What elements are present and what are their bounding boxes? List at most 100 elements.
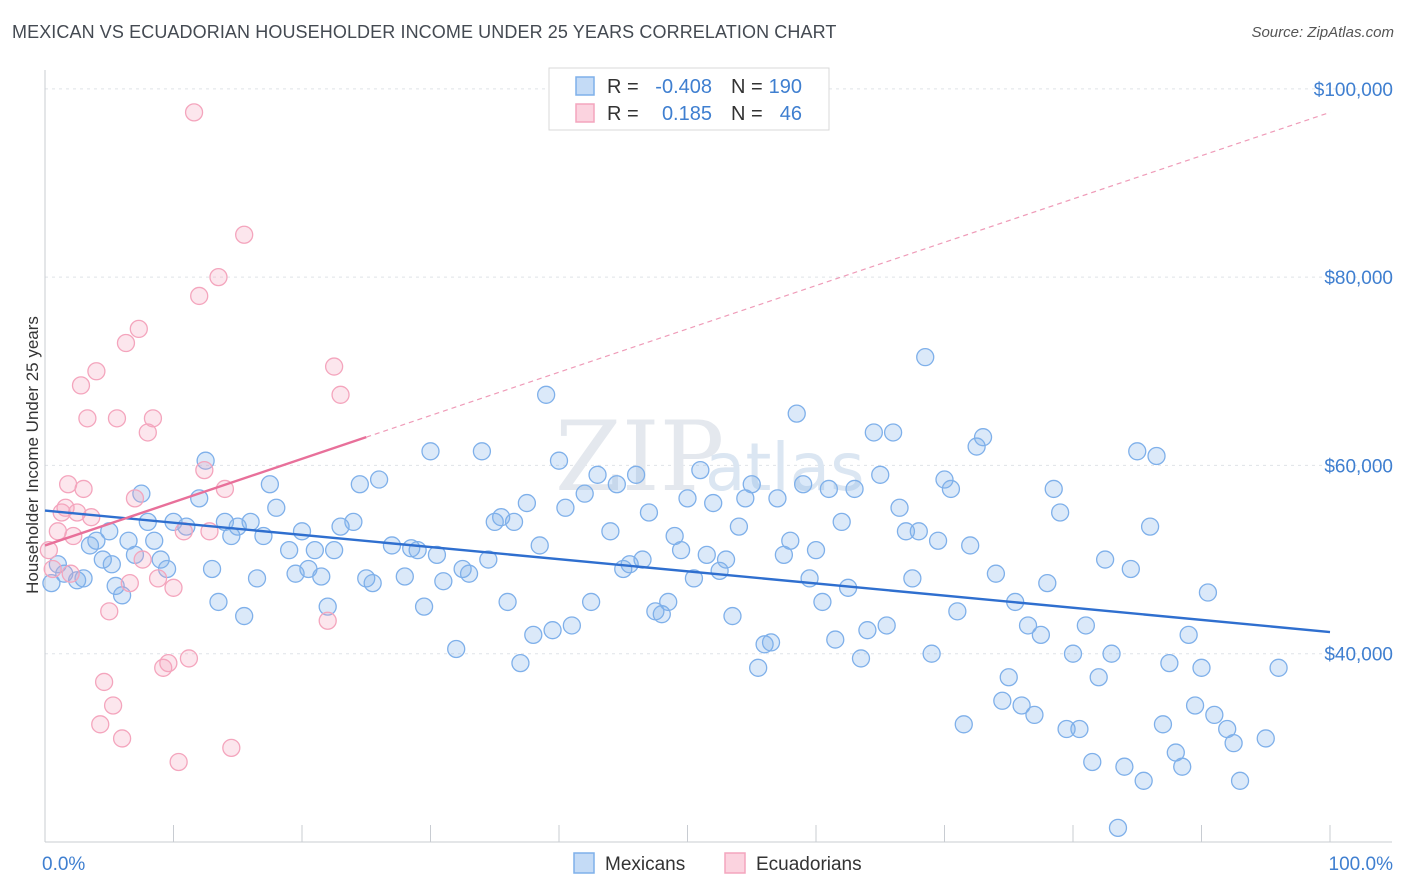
data-point xyxy=(504,512,524,532)
data-point xyxy=(967,437,986,456)
data-point xyxy=(151,550,170,569)
data-point xyxy=(169,752,188,772)
data-point xyxy=(1179,625,1198,645)
data-point xyxy=(331,385,350,404)
data-point xyxy=(549,451,569,470)
data-point xyxy=(1140,517,1160,536)
data-point xyxy=(691,460,710,480)
data-point xyxy=(414,597,434,616)
axes xyxy=(44,70,1392,843)
data-point xyxy=(1198,583,1218,602)
data-point xyxy=(138,423,157,442)
data-point xyxy=(1031,625,1051,645)
series-swatch-mexicans xyxy=(573,852,595,874)
data-point xyxy=(1147,446,1166,466)
data-point xyxy=(42,573,61,593)
data-point xyxy=(318,611,337,630)
chart-source: Source: ZipAtlas.com xyxy=(1251,24,1394,41)
data-point xyxy=(369,470,389,489)
data-point xyxy=(1044,479,1063,499)
data-point xyxy=(581,592,601,612)
data-point xyxy=(1185,696,1205,715)
correlation-legend: R = -0.408 N = 190 R = 0.185 N = 46 xyxy=(548,67,830,131)
data-point xyxy=(292,522,312,541)
data-point xyxy=(877,616,896,635)
trend-line-dashed-ecuadorians xyxy=(366,111,1331,438)
legend-r-value-1: -0.408 xyxy=(655,76,712,98)
data-point xyxy=(267,498,286,517)
data-point xyxy=(133,550,152,569)
data-point xyxy=(235,606,254,626)
data-point xyxy=(120,573,139,593)
data-point xyxy=(781,531,800,550)
data-point xyxy=(761,633,781,652)
data-point xyxy=(196,451,215,470)
data-point xyxy=(209,267,228,287)
data-points xyxy=(39,103,1288,838)
data-point xyxy=(871,465,890,484)
legend-n-label-1: N = xyxy=(731,76,763,98)
series-points-ecuadorians xyxy=(39,103,350,772)
data-point xyxy=(421,442,440,461)
data-point xyxy=(1121,559,1140,579)
series-label-mexicans: Mexicans xyxy=(605,854,685,875)
data-point xyxy=(427,545,447,565)
data-point xyxy=(324,540,344,560)
legend-r-label-2: R = xyxy=(607,103,639,125)
data-point xyxy=(143,409,163,428)
data-point xyxy=(1230,771,1250,790)
data-point xyxy=(851,649,871,668)
data-point xyxy=(1076,616,1095,635)
y-tick-label-1: $60,000 xyxy=(1324,456,1393,477)
data-point xyxy=(94,672,114,692)
data-point xyxy=(67,571,87,590)
data-point xyxy=(43,559,62,579)
data-point xyxy=(1153,715,1173,734)
data-point xyxy=(671,540,691,560)
data-point xyxy=(102,555,121,574)
data-point xyxy=(858,621,877,640)
data-point xyxy=(112,729,132,748)
data-point xyxy=(883,423,903,442)
data-point xyxy=(1256,729,1275,748)
data-point xyxy=(716,550,736,569)
data-point xyxy=(1128,442,1147,461)
data-point xyxy=(537,385,556,404)
data-point xyxy=(324,357,344,376)
y-tick-label-0: $40,000 xyxy=(1324,645,1393,666)
data-point xyxy=(93,550,112,569)
data-point xyxy=(787,404,806,423)
data-point xyxy=(318,597,337,616)
data-point xyxy=(928,531,948,550)
y-tick-label-3: $100,000 xyxy=(1314,80,1393,101)
data-point xyxy=(1063,644,1083,663)
data-point xyxy=(794,475,813,494)
legend-r-label-1: R = xyxy=(607,76,639,98)
data-point xyxy=(1269,658,1288,677)
data-point xyxy=(305,540,325,560)
data-point xyxy=(71,376,91,395)
data-point xyxy=(58,475,78,494)
data-point xyxy=(260,475,280,494)
data-point xyxy=(74,479,93,499)
data-point xyxy=(1089,668,1108,687)
data-point xyxy=(749,658,768,677)
legend-n-label-2: N = xyxy=(731,103,763,125)
watermark-zip: ZIP xyxy=(555,401,724,513)
watermark: ZIP atlas xyxy=(555,401,865,513)
legend-n-value-2: 46 xyxy=(780,103,802,125)
data-point xyxy=(1051,503,1070,522)
data-point xyxy=(1083,752,1102,772)
data-point xyxy=(159,653,178,673)
data-point xyxy=(479,550,498,569)
data-point xyxy=(916,347,935,367)
x-tick-label-1: 100.0% xyxy=(1329,854,1394,875)
data-point xyxy=(103,696,123,715)
data-point xyxy=(575,484,594,503)
legend-r-value-2: 0.185 xyxy=(662,103,712,125)
data-point xyxy=(819,479,838,499)
data-point xyxy=(78,409,97,428)
data-point xyxy=(82,508,101,527)
data-point xyxy=(107,409,127,428)
data-point xyxy=(755,635,774,654)
